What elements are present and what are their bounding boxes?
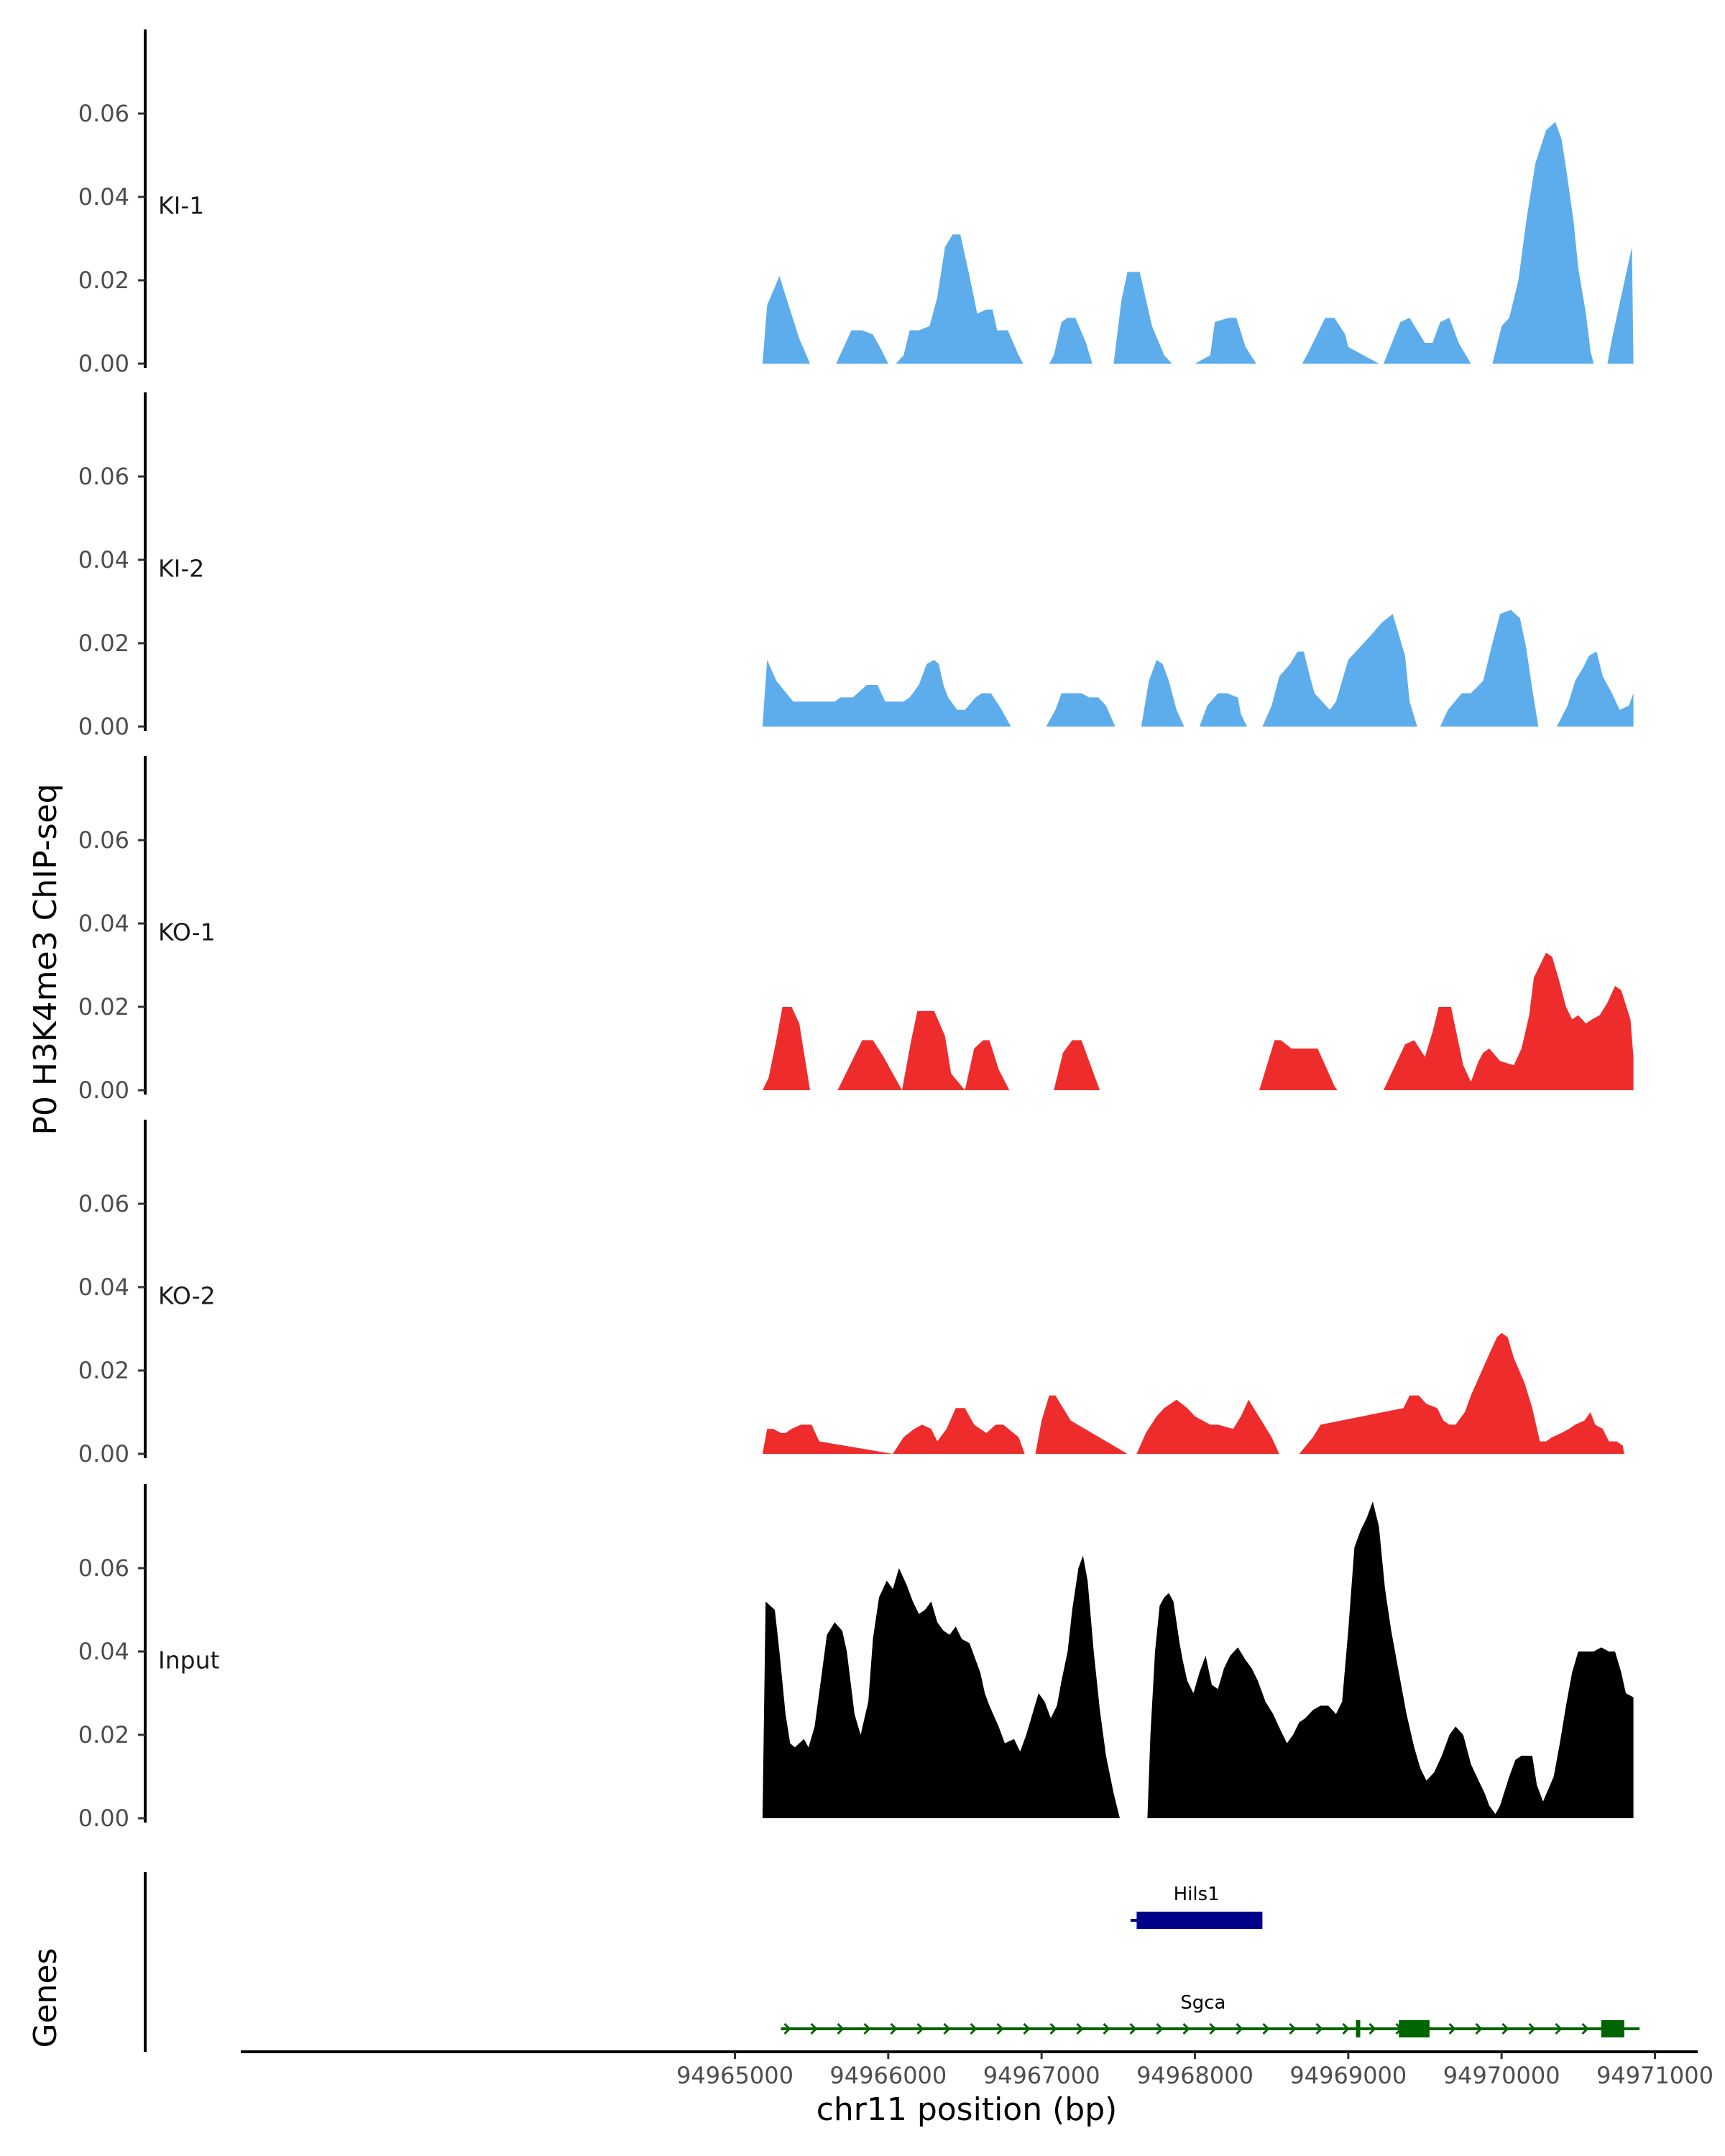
y-tick-label: 0.00 [78, 350, 129, 377]
x-tick-label: 94967000 [983, 2062, 1100, 2089]
strand-arrow [1528, 2022, 1536, 2035]
y-tick-label: 0.00 [78, 1805, 129, 1832]
x-tick-label: 94971000 [1596, 2062, 1714, 2089]
y-tick-label: 0.02 [78, 993, 129, 1021]
gene-annotation-track: Hils1 Sgca [144, 1872, 1640, 2052]
x-axis-title: chr11 position (bp) [816, 2091, 1118, 2128]
strand-arrow [1236, 2022, 1243, 2035]
strand-arrow [1501, 2022, 1509, 2035]
gene-exon [1136, 1912, 1263, 1929]
x-tick-label: 94965000 [676, 2062, 794, 2089]
y-tick-label: 0.02 [78, 1721, 129, 1749]
track-ko-1: 0.00 0.02 0.04 0.06 KO-1 [78, 756, 1634, 1104]
genes-axis-title: Genes [27, 1948, 64, 2047]
strand-arrow [863, 2022, 871, 2035]
y-tick-label: 0.00 [78, 713, 129, 740]
strand-arrow [1475, 2022, 1483, 2035]
strand-arrow [1049, 2022, 1057, 2035]
strand-arrow [1129, 2022, 1137, 2035]
strand-arrow [1289, 2022, 1297, 2035]
track-ki-1: 0.00 0.02 0.04 0.06 KI-1 [78, 29, 1634, 377]
gene-label-sgca: Sgca [1180, 1992, 1225, 2014]
strand-arrow [943, 2022, 951, 2035]
y-tick-label: 0.00 [78, 1077, 129, 1104]
strand-arrow [916, 2022, 924, 2035]
signal-area-ki-1 [762, 121, 1634, 364]
x-tick-label: 94968000 [1136, 2062, 1254, 2089]
gene-exon [1356, 2020, 1361, 2037]
gene-label-hils1: Hils1 [1174, 1884, 1220, 1905]
y-tick-label: 0.06 [78, 463, 129, 490]
y-tick-label: 0.06 [78, 1190, 129, 1217]
strand-arrow [1156, 2022, 1164, 2035]
track-label-ki-2: KI-2 [158, 555, 204, 583]
strand-arrow [1023, 2022, 1031, 2035]
x-axis: 94965000 94966000 94967000 94968000 94969000… [241, 2050, 1714, 2089]
strand-arrow [1581, 2022, 1589, 2035]
y-tick-label: 0.02 [78, 267, 129, 294]
track-input: 0.00 0.02 0.04 0.06 Input [78, 1484, 1634, 1832]
strand-arrow [996, 2022, 1004, 2035]
strand-arrow [1262, 2022, 1270, 2035]
y-tick-label: 0.04 [78, 1273, 129, 1301]
signal-area-ko-1 [762, 952, 1634, 1090]
strand-arrow [1315, 2022, 1323, 2035]
strand-arrow [890, 2022, 898, 2035]
strand-arrow [1368, 2022, 1376, 2035]
signal-area-input [762, 1501, 1634, 1818]
strand-arrow [1448, 2022, 1456, 2035]
y-tick-label: 0.00 [78, 1440, 129, 1468]
strand-arrow [810, 2022, 818, 2035]
strand-arrow [1103, 2022, 1110, 2035]
track-label-ki-1: KI-1 [158, 192, 204, 220]
x-tick-label: 94969000 [1289, 2062, 1407, 2089]
y-axis-title: P0 H3K4me3 ChIP-seq [27, 783, 64, 1135]
track-label-ko-2: KO-2 [158, 1282, 216, 1310]
strand-arrow [970, 2022, 978, 2035]
y-tick-label: 0.04 [78, 910, 129, 937]
x-tick-label: 94966000 [829, 2062, 947, 2089]
signal-area-ko-2 [762, 1332, 1624, 1454]
gene-sgca: Sgca [781, 1992, 1640, 2037]
gene-hils1: Hils1 [1130, 1884, 1263, 1929]
y-tick-label: 0.02 [78, 630, 129, 657]
track-ko-2: 0.00 0.02 0.04 0.06 KO-2 [78, 1120, 1624, 1468]
strand-arrow [783, 2022, 791, 2035]
y-tick-label: 0.04 [78, 546, 129, 573]
strand-arrow [837, 2022, 845, 2035]
y-tick-label: 0.06 [78, 826, 129, 854]
y-tick-label: 0.02 [78, 1357, 129, 1384]
y-tick-label: 0.06 [78, 1554, 129, 1582]
track-label-input: Input [158, 1646, 220, 1674]
strand-arrow [1076, 2022, 1084, 2035]
y-tick-label: 0.04 [78, 1638, 129, 1665]
signal-tracks: 0.00 0.02 0.04 0.06 KI-1 0.00 0.02 0.04 0.06 KI-2… [78, 29, 1634, 1832]
gene-exon [1399, 2020, 1430, 2037]
x-tick-label: 94970000 [1443, 2062, 1560, 2089]
signal-area-ki-2 [762, 609, 1634, 727]
gene-exon [1601, 2020, 1624, 2037]
strand-arrow [1342, 2022, 1350, 2035]
strand-arrow [1209, 2022, 1217, 2035]
y-tick-label: 0.06 [78, 100, 129, 127]
track-ki-2: 0.00 0.02 0.04 0.06 KI-2 [78, 392, 1634, 740]
y-tick-label: 0.04 [78, 183, 129, 211]
strand-arrow [1555, 2022, 1563, 2035]
track-label-ko-1: KO-1 [158, 918, 216, 946]
strand-arrow [1182, 2022, 1190, 2035]
